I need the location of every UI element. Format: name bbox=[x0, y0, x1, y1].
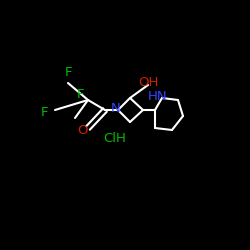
Text: F: F bbox=[64, 66, 72, 80]
Text: HN: HN bbox=[148, 90, 168, 102]
Text: O: O bbox=[77, 124, 87, 136]
Text: OH: OH bbox=[138, 76, 158, 88]
Text: F: F bbox=[41, 106, 49, 118]
Text: ClH: ClH bbox=[104, 132, 126, 144]
Text: N: N bbox=[111, 102, 121, 114]
Text: F: F bbox=[76, 88, 84, 102]
